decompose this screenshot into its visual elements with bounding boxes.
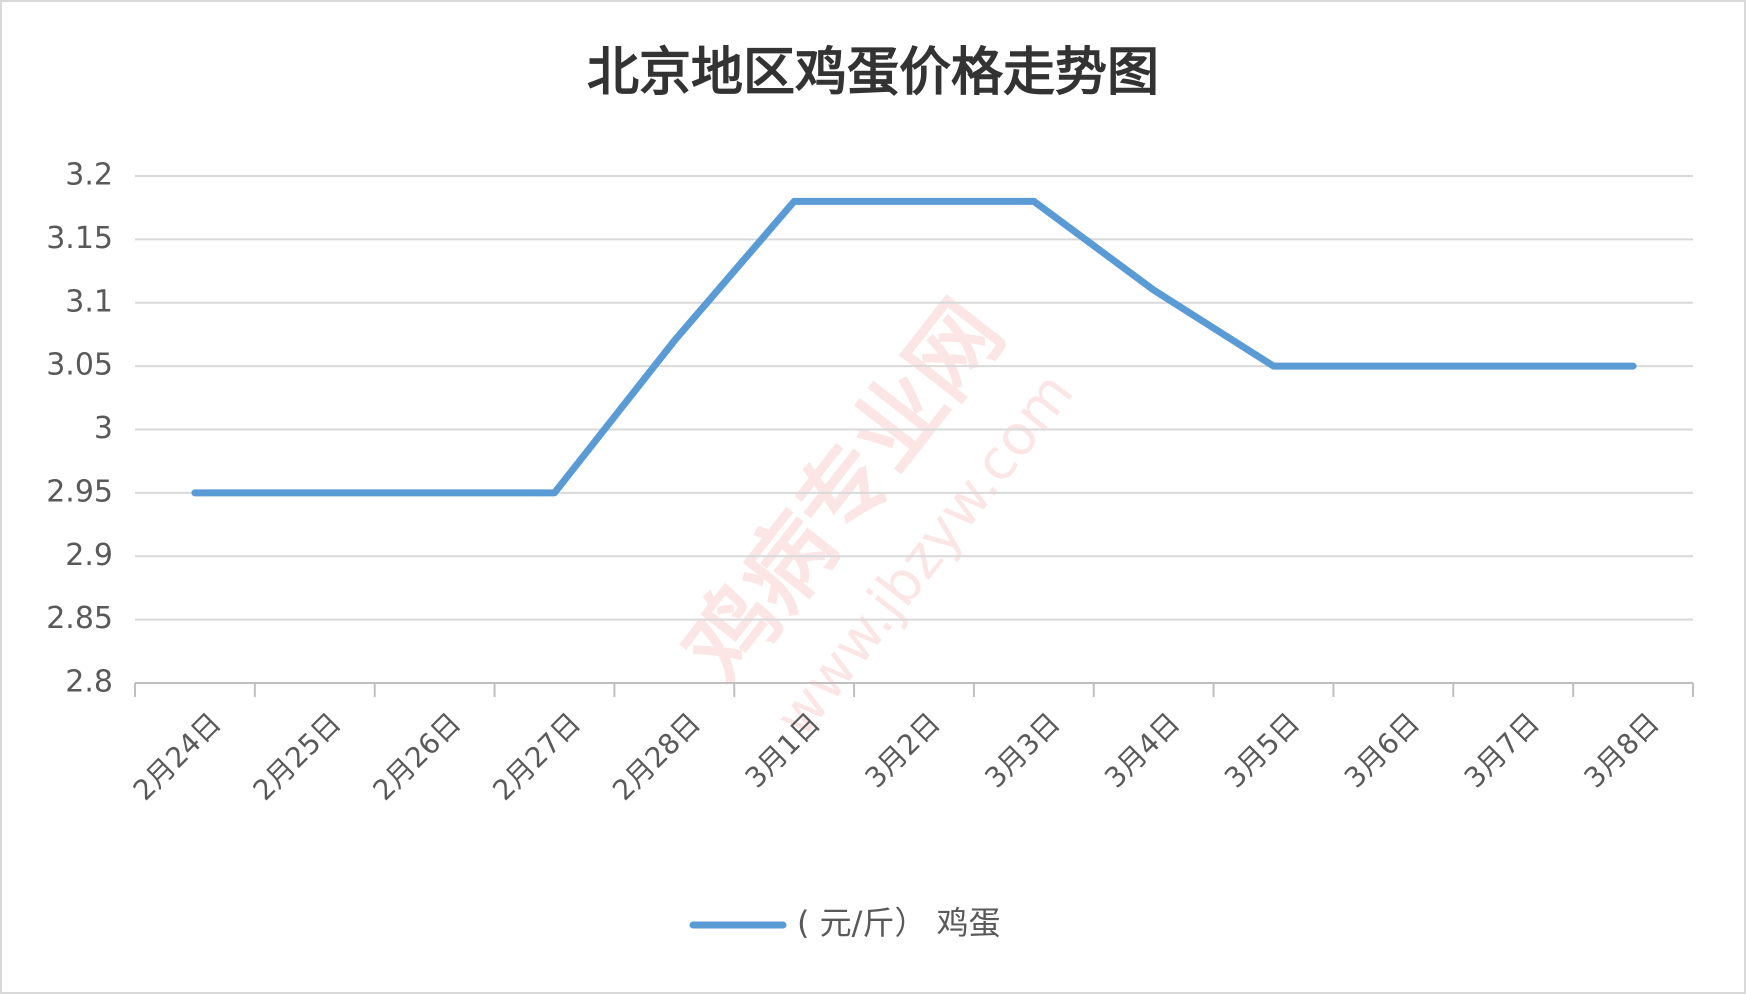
y-tick-label: 2.95 bbox=[46, 474, 113, 509]
y-tick-label: 3.05 bbox=[46, 348, 113, 383]
y-tick-label: 2.85 bbox=[46, 601, 113, 636]
y-tick-label: 3 bbox=[94, 411, 113, 446]
y-tick-label: 3.2 bbox=[65, 158, 113, 193]
y-tick-label: 2.8 bbox=[65, 665, 113, 700]
y-tick-label: 3.15 bbox=[46, 221, 113, 256]
y-tick-label: 2.9 bbox=[65, 538, 113, 573]
legend-label: ( 元/斤） 鸡蛋 bbox=[797, 904, 1001, 942]
line-series bbox=[191, 197, 1637, 497]
chart-title: 北京地区鸡蛋价格走势图 bbox=[587, 43, 1159, 103]
y-tick-label: 3.1 bbox=[65, 284, 113, 319]
